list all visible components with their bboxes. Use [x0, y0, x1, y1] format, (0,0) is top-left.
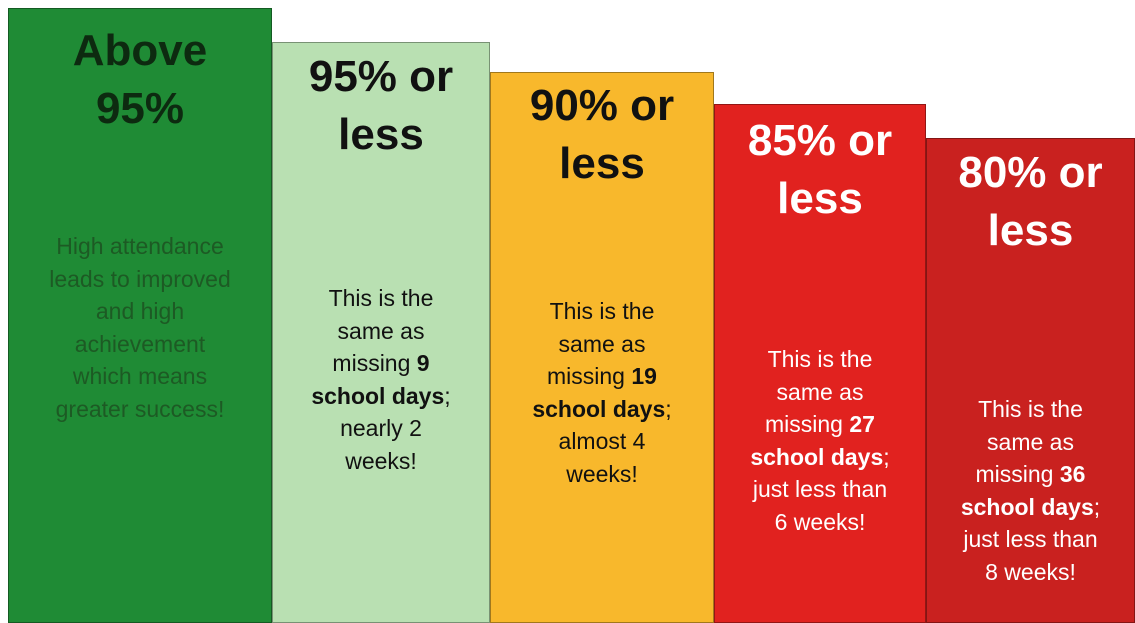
description-line: school days; — [491, 393, 713, 426]
text: High attendance — [56, 233, 224, 259]
bold-text: 19 — [631, 363, 657, 389]
description-line: missing 19 — [491, 360, 713, 393]
description-line: This is the — [927, 393, 1134, 426]
description-line: same as — [491, 328, 713, 361]
level-description: This is the same as missing 27 school days;… — [715, 343, 925, 538]
description-line: 6 weeks! — [715, 506, 925, 539]
description-line: High attendance — [9, 230, 271, 263]
description-line: school days; — [715, 441, 925, 474]
text: This is the — [767, 346, 873, 372]
description-line: 8 weeks! — [927, 556, 1134, 589]
description-line: missing 27 — [715, 408, 925, 441]
level-column: 95% or less This is the same as missing 9 sch… — [272, 42, 490, 623]
heading-line: less — [987, 206, 1074, 255]
text: ; — [444, 382, 451, 409]
bold-text: 9 — [416, 350, 430, 376]
level-description: This is the same as missing 19 school days;… — [491, 295, 713, 490]
text: nearly 2 — [340, 415, 422, 441]
heading-line: Above — [72, 26, 208, 75]
text: and high — [95, 298, 185, 324]
level-description: High attendance leads to improved and high… — [9, 230, 271, 425]
description-line: just less than — [715, 473, 925, 506]
text: weeks! — [345, 447, 417, 474]
text: 8 weeks! — [985, 558, 1076, 585]
description-line: school days; — [927, 491, 1134, 524]
bold-text: school days — [750, 443, 884, 470]
description-line: weeks! — [491, 458, 713, 491]
level-heading: Above 95% — [9, 22, 271, 138]
description-line: greater success! — [9, 393, 271, 426]
level-heading: 80% or less — [927, 144, 1134, 260]
text: This is the — [978, 396, 1083, 422]
text: weeks! — [566, 460, 638, 487]
text: same as — [337, 317, 425, 344]
bold-text: school days — [532, 395, 666, 422]
description-line: missing 9 — [273, 347, 489, 380]
text: same as — [776, 378, 864, 405]
description-line: school days; — [273, 380, 489, 413]
bold-text: 36 — [1059, 461, 1086, 487]
level-description: This is the same as missing 36 school days;… — [927, 393, 1134, 588]
level-heading: 90% or less — [491, 77, 713, 193]
text: missing — [975, 461, 1060, 487]
heading-line: 95% or — [308, 52, 454, 101]
level-heading: 85% or less — [715, 112, 925, 228]
text: missing — [765, 411, 850, 437]
description-line: just less than — [927, 523, 1134, 556]
bold-text: school days — [960, 493, 1094, 520]
heading-line: less — [777, 174, 863, 223]
description-line: and high — [9, 295, 271, 328]
text: same as — [987, 428, 1074, 455]
level-description: This is the same as missing 9 school days; n… — [273, 282, 489, 477]
text: ; — [665, 395, 672, 422]
description-line: This is the — [715, 343, 925, 376]
text: This is the — [549, 298, 655, 324]
level-heading: 95% or less — [273, 48, 489, 164]
heading-line: 95% — [95, 84, 185, 133]
bold-text: 27 — [849, 411, 875, 437]
text: same as — [558, 330, 646, 357]
heading-line: 85% or — [747, 116, 893, 165]
description-line: leads to improved — [9, 263, 271, 296]
description-line: which means — [9, 360, 271, 393]
heading-line: less — [338, 110, 424, 159]
level-column: 90% or less This is the same as missing 19 sc… — [490, 72, 714, 623]
level-column: 85% or less This is the same as missing 27 sc… — [714, 104, 926, 623]
text: ; — [1093, 493, 1101, 520]
description-line: missing 36 — [927, 458, 1134, 491]
text: This is the — [328, 285, 434, 311]
text: almost 4 — [558, 428, 646, 454]
text: missing — [332, 350, 417, 376]
text: greater success! — [55, 395, 225, 422]
text: just less than — [752, 476, 888, 502]
description-line: nearly 2 — [273, 412, 489, 445]
description-line: same as — [715, 376, 925, 409]
level-column: 80% or less This is the same as missing 36 sc… — [926, 138, 1135, 623]
heading-line: 90% or — [529, 81, 675, 130]
level-column: Above 95% High attendance leads to improved… — [8, 8, 272, 623]
text: which means — [72, 363, 208, 389]
description-line: almost 4 — [491, 425, 713, 458]
text: 6 weeks! — [774, 508, 866, 535]
description-line: weeks! — [273, 445, 489, 478]
bold-text: school days — [311, 382, 445, 409]
text: leads to improved — [49, 265, 231, 292]
description-line: This is the — [273, 282, 489, 315]
heading-line: 80% or — [958, 148, 1103, 197]
description-line: This is the — [491, 295, 713, 328]
heading-line: less — [559, 139, 645, 188]
description-line: same as — [273, 315, 489, 348]
description-line: achievement — [9, 328, 271, 361]
text: missing — [547, 363, 632, 389]
text: ; — [883, 443, 890, 470]
text: achievement — [74, 330, 206, 357]
text: just less than — [963, 526, 1098, 552]
description-line: same as — [927, 426, 1134, 459]
